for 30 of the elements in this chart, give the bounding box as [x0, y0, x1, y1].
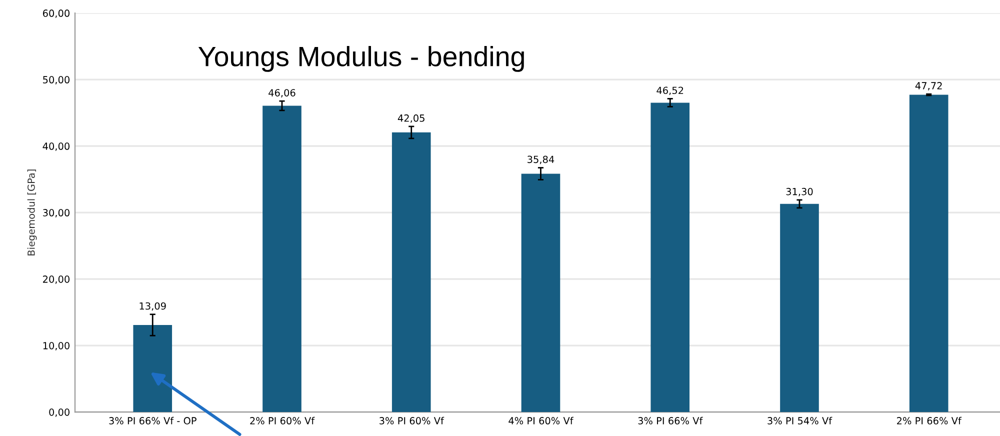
bar [262, 106, 302, 412]
data-label: 13,09 [140, 302, 166, 311]
bar [909, 94, 948, 412]
y-tick-label: 60,00 [42, 10, 70, 18]
y-axis-title: Biegemodul [GPa] [27, 170, 37, 256]
y-tick-label: 10,00 [43, 342, 70, 350]
x-tick-label: 3% PI 54% Vf [768, 416, 832, 424]
x-tick-label: 4% PI 60% Vf [508, 416, 574, 424]
data-label: 46,06 [268, 89, 296, 98]
bar [650, 102, 690, 412]
data-label: 35,84 [528, 156, 554, 164]
y-tick-label: 20,00 [43, 276, 70, 284]
y-tick-label: 0,00 [49, 408, 70, 417]
x-tick-label: 3% PI 60% Vf [380, 416, 444, 424]
data-label: 47,72 [915, 82, 942, 90]
data-label: 31,30 [786, 188, 813, 196]
x-tick-label: 2% PI 60% Vf [250, 416, 315, 424]
bar [392, 132, 431, 412]
bar [133, 324, 172, 412]
bar [521, 174, 560, 412]
y-tick-label: 40,00 [42, 142, 70, 151]
data-label: 42,05 [398, 114, 424, 123]
y-tick-label: 30,00 [43, 209, 70, 218]
bar [780, 204, 819, 412]
text: Youngs Modulus - bending [198, 46, 524, 72]
x-tick-label: 3% PI 66% Vf - OP [109, 416, 196, 424]
x-tick-label: 3% PI 66% Vf [638, 416, 703, 424]
data-label: 46,52 [656, 86, 684, 96]
y-tick-label: 50,00 [43, 76, 70, 84]
x-tick-label: 2% PI 66% Vf [897, 416, 962, 424]
